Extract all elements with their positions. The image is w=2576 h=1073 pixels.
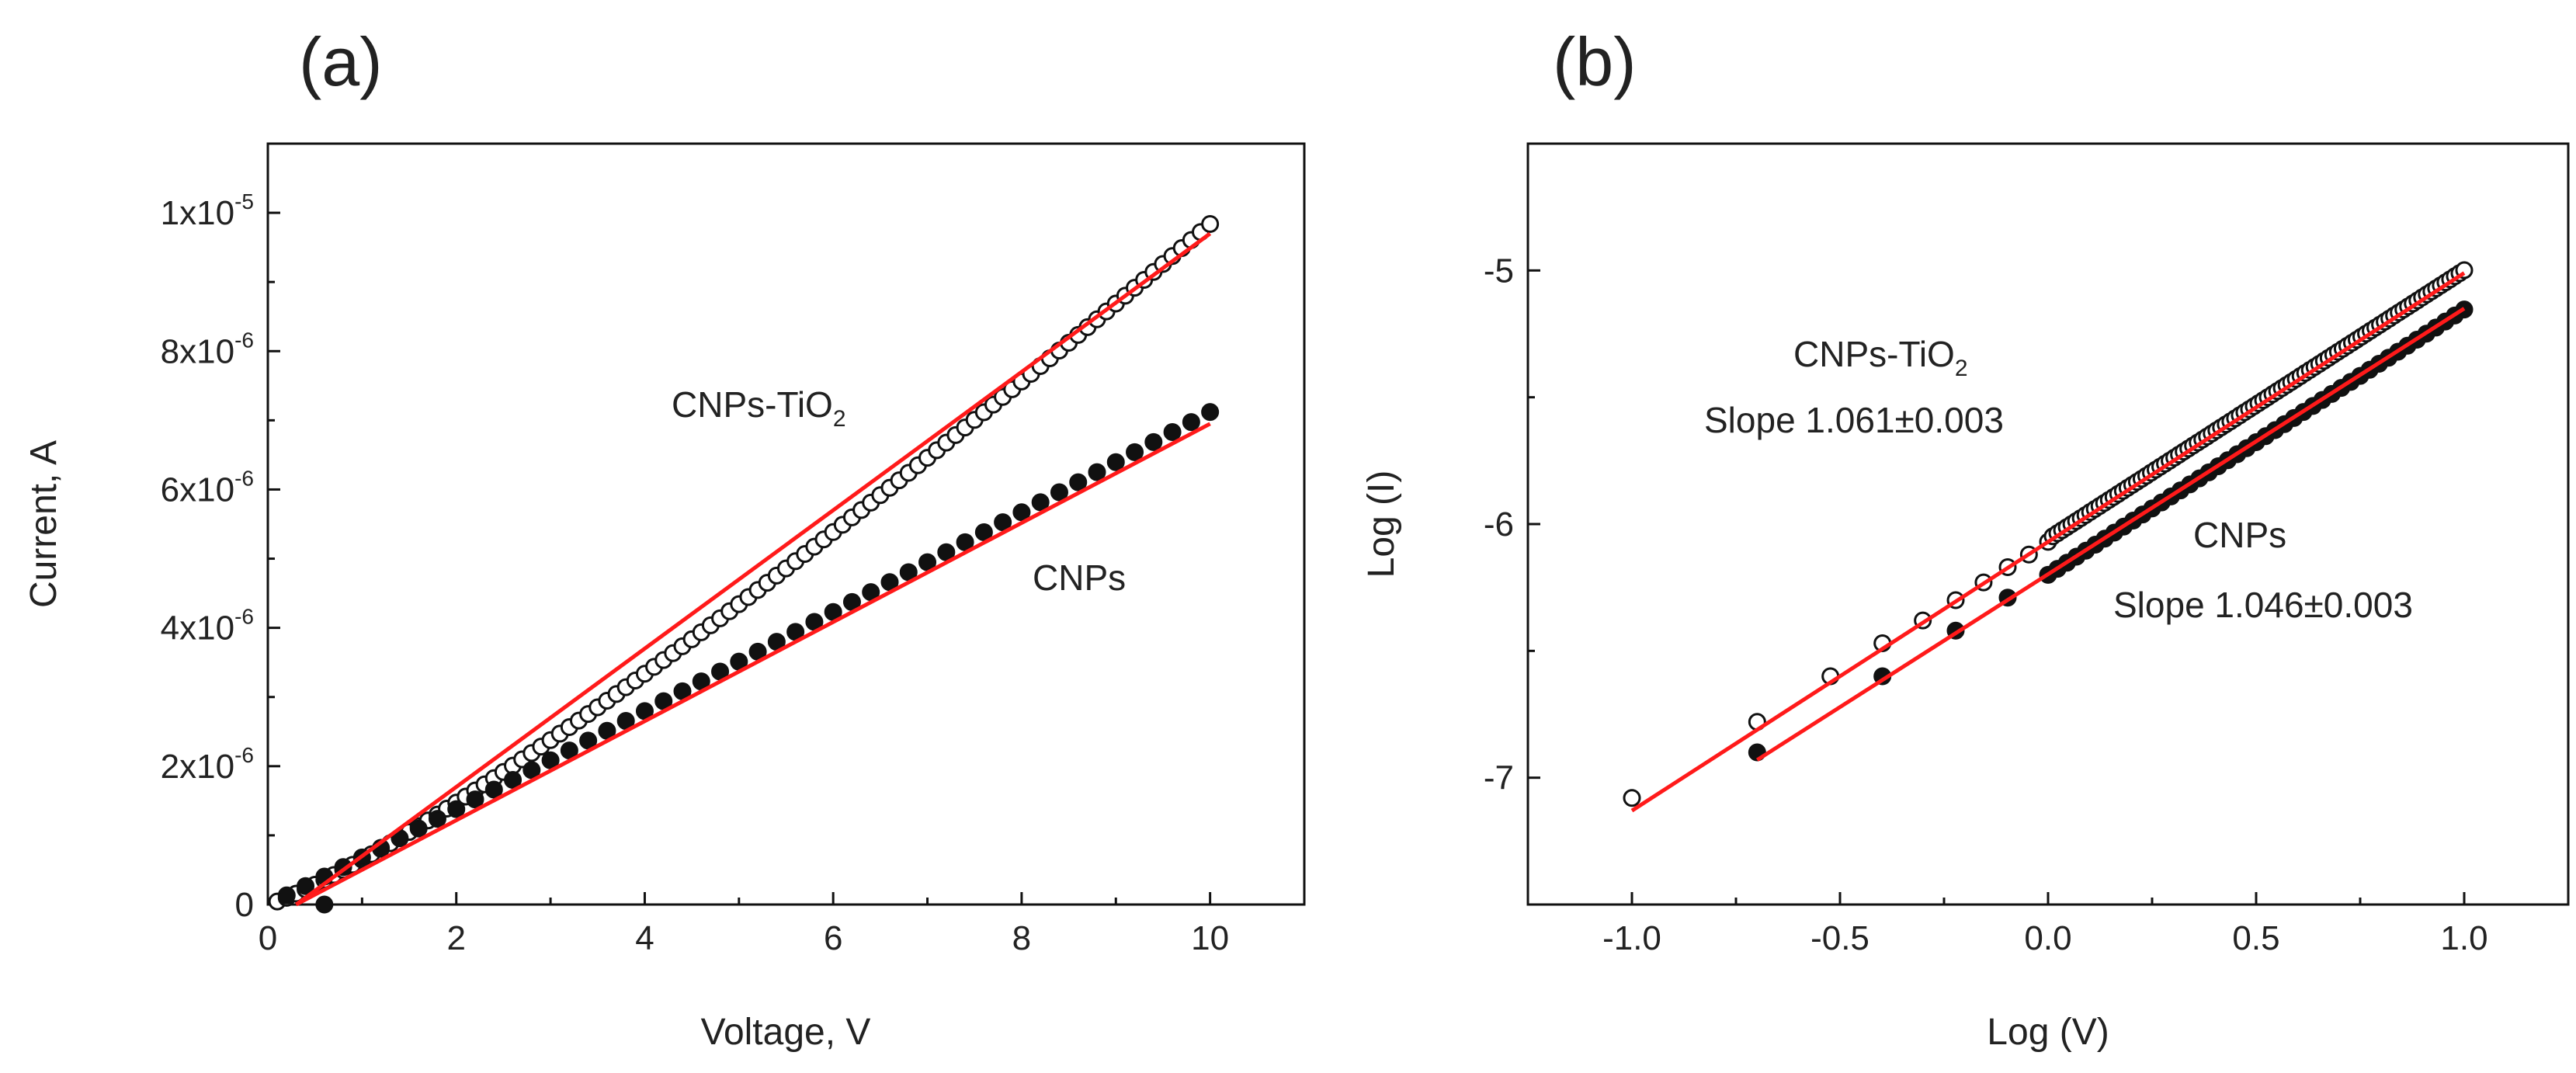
data-point (297, 877, 315, 895)
data-point (918, 553, 937, 571)
panel-a-fit-line-cnps (295, 422, 1211, 907)
data-point (616, 712, 635, 731)
panel-b-label: (b) (1553, 23, 1637, 100)
data-point (635, 702, 654, 721)
panel-a-fit-line-cnps-tio2 (294, 231, 1212, 907)
panel-a-x-tick-label: 2 (446, 919, 465, 957)
panel-a-annotation-cnps-tio2: CNPs-TiO2 (672, 384, 846, 432)
data-point (654, 692, 673, 710)
panel-a-series-cnps (277, 403, 1220, 914)
panel-a-y-tick-label: 8x10-6 (161, 328, 254, 370)
panel-b-plot-frame (1526, 142, 2570, 906)
panel-b-x-axis: -1.0 -0.5 0.0 0.5 1.0 (1602, 892, 2488, 957)
data-point (692, 672, 710, 691)
data-point (1623, 789, 1641, 807)
panel-a-x-axis-title: Voltage, V (701, 1012, 871, 1053)
panel-b-x-tick-label: 0.0 (2024, 919, 2071, 957)
data-point (1031, 493, 1050, 512)
panel-a-y-tick-label: 0 (235, 886, 254, 924)
data-point (899, 563, 918, 582)
data-point (805, 613, 824, 631)
panel-b-annotation-cnps: CNPs (2193, 515, 2286, 555)
panel-a-y-axis-title: Current, A (23, 440, 64, 608)
data-point (1069, 473, 1088, 491)
data-point (1201, 215, 1220, 234)
panel-b-series-cnps-tio2 (1623, 261, 2474, 807)
panel-b-slope-cnps: Slope 1.046±0.003 (2113, 585, 2413, 625)
panel-a-x-tick-label: 0 (259, 919, 277, 957)
data-point (862, 583, 880, 602)
panel-a-y-axis: 0 2x10-6 4x10-6 6x10-6 8x10-6 1x10-5 (161, 189, 280, 924)
data-point (956, 533, 974, 551)
panel-a: (a) 0 2 4 6 8 10 0 2x10-6 4x10-6 6x10-6 8x10-6 1x1… (23, 23, 1306, 1053)
data-point (315, 895, 334, 914)
panel-b-x-tick-label: -0.5 (1810, 919, 1870, 957)
panel-b: (b) -1.0 -0.5 0.0 0.5 1.0 -7 -6 -5 CNPs-TiO2 S… (1361, 23, 2570, 1053)
data-point (522, 761, 541, 780)
panel-b-x-axis-title: Log (V) (1987, 1012, 2109, 1053)
data-point (937, 543, 956, 561)
data-point (1050, 483, 1068, 502)
data-point (579, 731, 598, 750)
data-point (786, 623, 805, 641)
data-point (880, 573, 899, 592)
panel-b-x-tick-label: 1.0 (2440, 919, 2487, 957)
data-point (974, 523, 993, 542)
data-point (428, 810, 446, 828)
data-point (1163, 423, 1182, 442)
panel-b-y-tick-label: -5 (1484, 252, 1514, 290)
panel-a-label: (a) (299, 23, 383, 100)
panel-b-x-tick-label: 0.5 (2232, 919, 2279, 957)
data-point (484, 780, 503, 799)
data-point (1088, 463, 1106, 481)
data-point (1201, 403, 1220, 422)
panel-b-fit-line-cnps (1755, 307, 2466, 762)
panel-a-x-tick-label: 4 (635, 919, 654, 957)
panel-b-y-tick-label: -6 (1484, 505, 1514, 543)
panel-a-y-tick-label: 1x10-5 (161, 189, 254, 232)
data-point (1012, 503, 1031, 522)
panel-a-x-tick-label: 10 (1191, 919, 1229, 957)
data-point (598, 721, 616, 740)
panel-b-slope-cnps-tio2: Slope 1.061±0.003 (1704, 400, 2004, 440)
panel-a-y-tick-label: 4x10-6 (161, 605, 254, 648)
panel-b-annotation-cnps-tio2: CNPs-TiO2 (1793, 334, 1968, 381)
data-point (466, 790, 484, 809)
data-point (1126, 443, 1144, 461)
data-point (1182, 413, 1200, 432)
panel-a-y-tick-label: 2x10-6 (161, 743, 254, 786)
data-point (1106, 453, 1125, 471)
data-point (541, 751, 560, 769)
panel-b-y-axis-title: Log (I) (1361, 471, 1402, 578)
data-point (504, 770, 522, 789)
panel-a-x-axis: 0 2 4 6 8 10 (259, 892, 1229, 957)
data-point (1144, 432, 1163, 451)
panel-b-fit-line-cnps-tio2 (1630, 271, 2466, 813)
panel-a-y-tick-label: 6x10-6 (161, 466, 254, 509)
data-point (994, 513, 1012, 532)
panel-a-plot-frame (266, 142, 1306, 906)
data-point (560, 741, 578, 760)
panel-a-x-tick-label: 8 (1012, 919, 1031, 957)
panel-b-y-axis: -7 -6 -5 (1484, 252, 1540, 797)
panel-b-x-tick-label: -1.0 (1602, 919, 1661, 957)
data-point (824, 602, 842, 621)
data-point (277, 886, 296, 905)
data-point (447, 800, 466, 818)
panel-b-y-tick-label: -7 (1484, 759, 1514, 797)
panel-a-x-tick-label: 6 (824, 919, 842, 957)
panel-a-annotation-cnps: CNPs (1033, 557, 1126, 598)
data-point (842, 592, 861, 611)
data-point (673, 682, 692, 700)
data-point (409, 819, 428, 838)
